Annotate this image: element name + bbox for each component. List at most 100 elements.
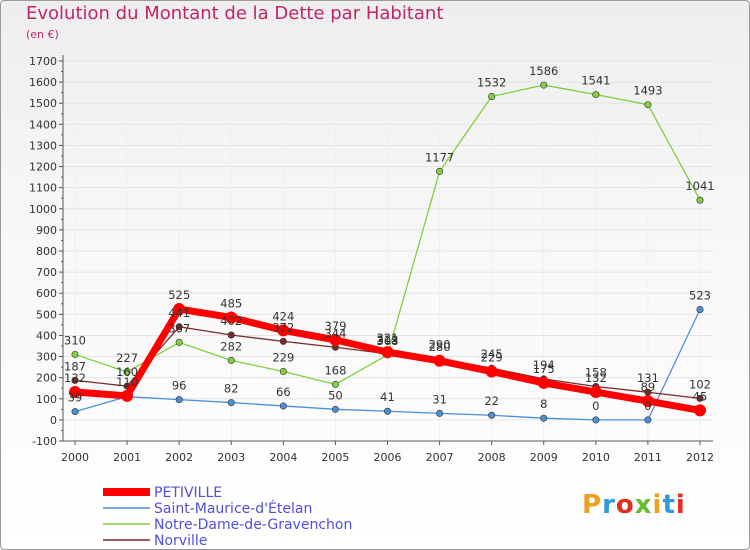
data-label: 227: [116, 351, 138, 365]
x-tick-label: 2003: [217, 451, 245, 464]
y-tick-label: 1600: [29, 76, 57, 89]
series-point-2: [227, 356, 235, 364]
series-point-0: [173, 303, 186, 316]
brand-letter: t: [662, 490, 676, 520]
data-label: 8: [540, 397, 547, 411]
y-tick-label: 1100: [29, 182, 57, 195]
data-label: 158: [585, 366, 607, 380]
series-point-1: [436, 409, 444, 417]
data-label: 82: [224, 382, 239, 396]
brand-letter: i: [652, 490, 663, 520]
series-point-1: [540, 414, 548, 422]
data-label: 344: [324, 326, 346, 340]
data-label: 0: [592, 399, 599, 413]
data-label: 132: [64, 371, 86, 385]
data-label: 132: [585, 371, 607, 385]
data-labels-layer: 132 110 525 485 424 379 321 280 229 175 132 89 45 39 9…: [64, 64, 715, 413]
y-tick-label: 600: [36, 287, 57, 300]
data-label: 96: [172, 379, 187, 393]
brand-logo: Proxiti: [582, 490, 686, 520]
series-point-3: [71, 376, 79, 384]
brand-letter: P: [582, 490, 603, 520]
y-tick-label: 700: [36, 266, 57, 279]
x-tick-label: 2008: [478, 451, 506, 464]
data-label: 102: [689, 377, 711, 391]
series-point-0: [433, 354, 446, 367]
legend-label: PETIVILLE: [154, 485, 222, 501]
series-point-0: [381, 346, 394, 359]
x-tick-label: 2010: [582, 451, 610, 464]
axes-layer: -100010020030040050060070080090010001100…: [29, 55, 714, 464]
data-label: 308: [377, 334, 399, 348]
x-tick-label: 2005: [321, 451, 349, 464]
series-point-0: [121, 389, 134, 402]
data-label: 229: [272, 351, 294, 365]
legend: PETIVILLESaint-Maurice-d'ÉtelanNotre-Dam…: [103, 485, 352, 549]
data-label: 245: [481, 347, 503, 361]
series-point-1: [488, 411, 496, 419]
x-tick-label: 2006: [374, 451, 402, 464]
data-label: 39: [68, 391, 83, 405]
x-tick-label: 2009: [530, 451, 558, 464]
data-label: 89: [641, 380, 656, 394]
y-tick-label: 400: [36, 329, 57, 342]
data-label: 424: [272, 309, 294, 323]
series-point-0: [329, 333, 342, 346]
series-point-2: [175, 338, 183, 346]
data-label: 31: [432, 392, 447, 406]
x-tick-label: 2004: [269, 451, 297, 464]
data-label: 0: [644, 399, 651, 413]
data-label: 525: [168, 288, 190, 302]
data-label: 194: [533, 358, 555, 372]
data-label: 41: [380, 390, 395, 404]
data-label: 22: [484, 394, 499, 408]
data-label: 379: [324, 319, 346, 333]
brand-letter: x: [634, 490, 653, 520]
series-layer: [69, 81, 706, 424]
data-label: 1541: [581, 74, 610, 88]
data-label: 50: [328, 388, 343, 402]
y-tick-label: 1500: [29, 97, 57, 110]
y-tick-label: 1300: [29, 139, 57, 152]
data-label: 66: [276, 385, 291, 399]
y-tick-label: 1000: [29, 203, 57, 216]
data-label: 131: [637, 371, 659, 385]
series-point-2: [331, 380, 339, 388]
y-tick-label: 0: [50, 414, 57, 427]
data-label: 229: [481, 351, 503, 365]
data-label: 321: [377, 331, 399, 345]
series-point-0: [225, 311, 238, 324]
series-point-2: [488, 92, 496, 100]
y-tick-label: 800: [36, 245, 57, 258]
series-point-2: [696, 196, 704, 204]
series-point-2: [123, 368, 131, 376]
data-label: 402: [220, 314, 242, 328]
brand-letter: r: [602, 490, 616, 520]
data-label: 1586: [529, 64, 558, 78]
y-tick-label: 1200: [29, 161, 57, 174]
y-tick-label: 1400: [29, 118, 57, 131]
data-label: 1041: [685, 179, 714, 193]
grid-layer: [63, 60, 713, 442]
series-point-3: [696, 394, 704, 402]
series-point-1: [383, 407, 391, 415]
data-label: 523: [689, 288, 711, 302]
x-tick-label: 2007: [426, 451, 454, 464]
series-point-2: [540, 81, 548, 89]
series-point-2: [436, 167, 444, 175]
series-point-3: [279, 337, 287, 345]
series-point-1: [592, 416, 600, 424]
brand-letter: o: [615, 490, 635, 520]
series-point-2: [644, 101, 652, 109]
data-label: 187: [64, 359, 86, 373]
y-tick-label: 900: [36, 224, 57, 237]
data-label: 1532: [477, 75, 506, 89]
series-point-3: [175, 323, 183, 331]
data-label: 310: [64, 333, 86, 347]
data-label: 313: [377, 333, 399, 347]
y-tick-label: 100: [36, 393, 57, 406]
legend-label: Saint-Maurice-d'Ételan: [154, 500, 312, 517]
chart-title: Evolution du Montant de la Dette par Hab…: [26, 3, 444, 24]
x-tick-label: 2002: [165, 451, 193, 464]
